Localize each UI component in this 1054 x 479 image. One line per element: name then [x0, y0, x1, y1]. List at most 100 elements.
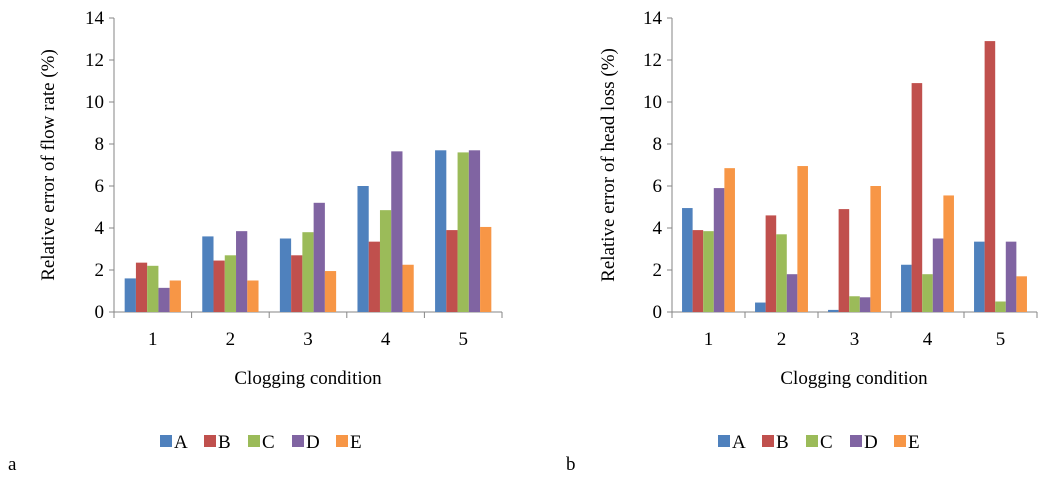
bar-C-5	[457, 152, 469, 312]
panel-label: b	[566, 454, 576, 475]
legend-swatch-B	[762, 435, 774, 447]
x-tick-label: 1	[148, 329, 158, 350]
bar-A-1	[124, 278, 136, 312]
bar-C-1	[703, 231, 714, 312]
x-tick-label: 4	[923, 329, 933, 350]
bar-B-2	[213, 260, 225, 312]
bar-D-4	[391, 151, 403, 312]
x-tick-label: 3	[303, 329, 313, 350]
bar-B-5	[446, 230, 458, 312]
legend-label: C	[820, 432, 833, 453]
y-tick-label: 0	[95, 302, 105, 323]
legend-swatch-E	[894, 435, 906, 447]
bar-C-3	[849, 296, 860, 312]
bar-C-5	[995, 301, 1006, 312]
y-tick-label: 14	[85, 8, 105, 29]
bar-B-1	[692, 230, 704, 312]
legend-swatch-E	[336, 435, 348, 447]
legend-swatch-D	[292, 435, 304, 447]
legend-swatch-C	[248, 435, 260, 447]
bar-E-3	[324, 271, 337, 312]
bar-C-2	[224, 255, 237, 312]
legend-swatch-A	[160, 435, 172, 447]
y-tick-label: 12	[85, 50, 104, 71]
bar-B-5	[984, 41, 996, 312]
legend-label: A	[174, 432, 188, 453]
bar-C-2	[776, 234, 787, 312]
x-tick-label: 1	[704, 329, 714, 350]
bar-A-3	[279, 238, 292, 312]
bar-D-1	[713, 188, 725, 312]
bar-C-3	[302, 232, 314, 312]
y-axis-label: Relative error of flow rate (%)	[38, 49, 59, 281]
x-tick-label: 2	[226, 329, 236, 350]
bar-A-5	[974, 241, 985, 312]
bar-C-4	[922, 274, 933, 312]
y-tick-label: 2	[653, 260, 663, 281]
y-tick-label: 2	[95, 260, 105, 281]
legend-label: B	[218, 432, 231, 453]
legend: A B C D E	[160, 432, 362, 453]
bar-E-1	[169, 280, 181, 312]
bar-B-4	[911, 83, 923, 312]
bar-D-3	[313, 202, 325, 312]
bar-E-5	[1016, 276, 1027, 312]
bar-A-1	[682, 208, 693, 312]
bar-E-1	[724, 168, 735, 312]
panel-label: a	[8, 454, 17, 475]
bar-B-3	[291, 255, 303, 312]
x-tick-label: 3	[850, 329, 860, 350]
y-tick-label: 8	[653, 134, 663, 155]
bar-D-5	[1005, 241, 1017, 312]
bar-D-2	[786, 274, 798, 312]
y-tick-label: 12	[643, 50, 662, 71]
y-tick-label: 6	[653, 176, 663, 197]
bar-E-2	[247, 280, 259, 312]
legend-swatch-C	[806, 435, 818, 447]
bar-A-2	[755, 302, 766, 312]
legend-swatch-B	[204, 435, 216, 447]
legend-label: B	[776, 432, 789, 453]
bar-D-5	[468, 150, 481, 312]
x-tick-label: 2	[777, 329, 787, 350]
bar-E-4	[402, 264, 414, 312]
legend-label: C	[262, 432, 275, 453]
y-tick-label: 10	[643, 92, 662, 113]
bar-D-4	[932, 238, 944, 312]
bar-B-2	[765, 215, 777, 312]
legend: A B C D E	[718, 432, 920, 453]
bar-A-2	[202, 236, 214, 312]
bar-D-3	[859, 297, 871, 312]
x-axis-label: Clogging condition	[780, 368, 928, 389]
bar-D-1	[158, 287, 170, 312]
legend-label: D	[864, 432, 878, 453]
legend-swatch-D	[850, 435, 862, 447]
y-tick-label: 6	[95, 176, 105, 197]
bar-B-4	[368, 241, 380, 312]
bar-A-3	[828, 309, 839, 312]
bar-C-4	[379, 210, 392, 312]
x-axis-label: Clogging condition	[234, 368, 382, 389]
bar-A-5	[435, 150, 447, 312]
bar-E-4	[943, 195, 954, 312]
legend-label: E	[908, 432, 920, 453]
bar-E-2	[797, 166, 808, 312]
y-axis-label: Relative error of head loss (%)	[598, 48, 619, 282]
y-tick-label: 4	[95, 218, 105, 239]
bar-E-5	[480, 226, 492, 312]
bar-A-4	[357, 186, 369, 312]
bar-A-4	[901, 264, 912, 312]
bar-D-2	[236, 231, 248, 312]
bar-B-3	[838, 209, 850, 312]
legend-label: D	[306, 432, 320, 453]
legend-swatch-A	[718, 435, 730, 447]
y-tick-label: 14	[643, 8, 663, 29]
y-tick-label: 0	[653, 302, 663, 323]
x-tick-label: 4	[381, 329, 391, 350]
bar-B-1	[135, 262, 148, 312]
y-tick-label: 4	[653, 218, 663, 239]
y-tick-label: 8	[95, 134, 105, 155]
